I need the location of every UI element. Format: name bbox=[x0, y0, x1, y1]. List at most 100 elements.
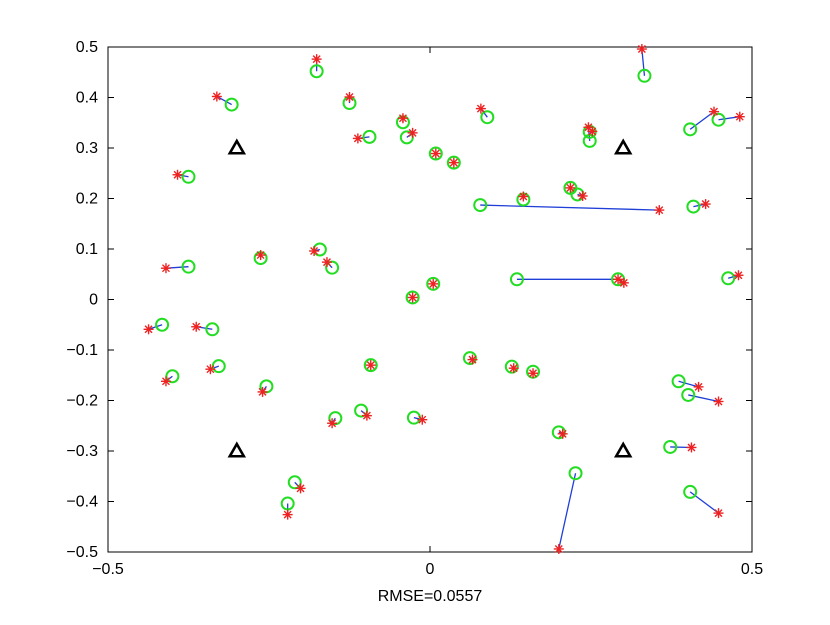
error-line bbox=[689, 111, 715, 130]
true-position-marker bbox=[165, 369, 180, 384]
error-line bbox=[216, 95, 232, 106]
true-position-marker bbox=[181, 259, 196, 274]
anchor-triangle-marker bbox=[227, 138, 247, 155]
y-tick-label: 0.2 bbox=[76, 191, 98, 208]
y-tick-label: −0.4 bbox=[66, 494, 98, 511]
y-tick-label: −0.2 bbox=[66, 393, 98, 410]
y-tick-label: −0.5 bbox=[66, 544, 98, 561]
true-position-marker bbox=[683, 122, 698, 137]
estimated-position-marker bbox=[557, 428, 568, 439]
true-position-marker bbox=[325, 260, 340, 275]
true-position-marker bbox=[721, 271, 736, 286]
true-position-marker bbox=[683, 484, 698, 499]
x-tick-label: 0 bbox=[426, 561, 435, 578]
plot-area bbox=[107, 46, 753, 553]
true-position-marker bbox=[224, 97, 239, 112]
true-position-marker bbox=[568, 466, 583, 481]
estimated-position-marker bbox=[734, 111, 745, 122]
estimated-position-marker bbox=[654, 205, 665, 216]
estimated-position-marker bbox=[172, 169, 183, 180]
estimated-position-marker bbox=[255, 250, 266, 261]
true-position-marker bbox=[405, 290, 420, 305]
error-line bbox=[148, 324, 163, 330]
estimated-positions bbox=[143, 44, 745, 554]
true-position-marker bbox=[480, 110, 495, 125]
estimated-position-marker bbox=[528, 368, 539, 379]
true-position-marker bbox=[354, 403, 369, 418]
x-tick-label: 0.5 bbox=[741, 561, 763, 578]
y-tick-label: −0.3 bbox=[66, 443, 98, 460]
estimated-position-marker bbox=[448, 157, 459, 168]
estimated-position-marker bbox=[352, 133, 363, 144]
estimated-position-marker bbox=[191, 321, 202, 332]
estimated-position-marker bbox=[565, 182, 576, 193]
true-position-marker bbox=[582, 133, 597, 148]
estimated-position-marker bbox=[587, 126, 598, 137]
anchor-triangle-marker bbox=[613, 138, 633, 155]
true-position-marker bbox=[446, 155, 461, 170]
estimated-position-marker bbox=[361, 410, 372, 421]
anchor-triangle-marker bbox=[613, 441, 633, 458]
y-ticks: −0.5 −0.4 −0.3 −0.2 −0.1 0 0.1 0.2 0.3 0.4 0.5 bbox=[66, 39, 752, 561]
estimated-position-marker bbox=[430, 148, 441, 159]
x-ticks: −0.5 0 0.5 bbox=[92, 47, 763, 578]
estimated-position-marker bbox=[733, 270, 744, 281]
true-position-marker bbox=[473, 198, 488, 213]
true-position-marker bbox=[280, 496, 295, 511]
x-axis-label: RMSE=0.0557 bbox=[378, 588, 483, 605]
estimated-position-marker bbox=[693, 381, 704, 392]
estimated-position-marker bbox=[553, 543, 564, 554]
y-tick-label: 0 bbox=[89, 292, 98, 309]
estimated-position-marker bbox=[700, 199, 711, 210]
true-position-marker bbox=[637, 68, 652, 83]
true-position-marker bbox=[663, 439, 678, 454]
estimated-position-marker bbox=[417, 414, 428, 425]
estimated-position-marker bbox=[365, 360, 376, 371]
estimated-position-marker bbox=[508, 363, 519, 374]
estimated-position-marker bbox=[577, 190, 588, 201]
true-position-marker bbox=[509, 272, 524, 287]
y-tick-label: 0.3 bbox=[76, 140, 98, 157]
estimated-position-marker bbox=[257, 386, 268, 397]
estimated-position-marker bbox=[311, 54, 322, 65]
y-tick-label: 0.4 bbox=[76, 90, 98, 107]
estimated-position-marker bbox=[143, 324, 154, 335]
true-position-marker bbox=[287, 475, 302, 490]
estimated-position-marker bbox=[282, 509, 293, 520]
estimated-position-marker bbox=[613, 274, 624, 285]
anchor-triangle-marker bbox=[227, 441, 247, 458]
true-position-marker bbox=[181, 169, 196, 184]
true-position-marker bbox=[671, 374, 686, 389]
true-position-marker bbox=[155, 317, 170, 332]
estimated-position-marker bbox=[713, 396, 724, 407]
estimated-position-marker bbox=[709, 106, 720, 117]
true-position-marker bbox=[681, 387, 696, 402]
error-line bbox=[558, 473, 577, 550]
estimated-position-marker bbox=[407, 127, 418, 138]
estimated-position-marker bbox=[397, 113, 408, 124]
estimated-position-marker bbox=[636, 44, 647, 55]
estimated-position-marker bbox=[160, 263, 171, 274]
estimated-position-marker bbox=[344, 91, 355, 102]
true-position-marker bbox=[462, 351, 477, 366]
true-position-marker bbox=[309, 64, 324, 79]
y-tick-label: 0.5 bbox=[76, 39, 98, 56]
true-position-marker bbox=[205, 322, 220, 337]
error-line bbox=[678, 380, 699, 388]
estimated-position-marker bbox=[309, 246, 320, 257]
estimated-position-marker bbox=[686, 442, 697, 453]
true-position-marker bbox=[363, 358, 378, 373]
true-position-marker bbox=[426, 276, 441, 291]
estimated-position-marker bbox=[327, 418, 338, 429]
y-tick-label: −0.1 bbox=[66, 342, 98, 359]
estimated-position-marker bbox=[467, 354, 478, 365]
estimated-position-marker bbox=[618, 277, 629, 288]
y-tick-label: 0.1 bbox=[76, 241, 98, 258]
error-line bbox=[480, 204, 660, 211]
estimated-position-marker bbox=[211, 91, 222, 102]
estimated-position-marker bbox=[407, 292, 418, 303]
estimated-position-marker bbox=[321, 257, 332, 268]
true-position-marker bbox=[711, 112, 726, 127]
true-position-marker bbox=[328, 411, 343, 426]
